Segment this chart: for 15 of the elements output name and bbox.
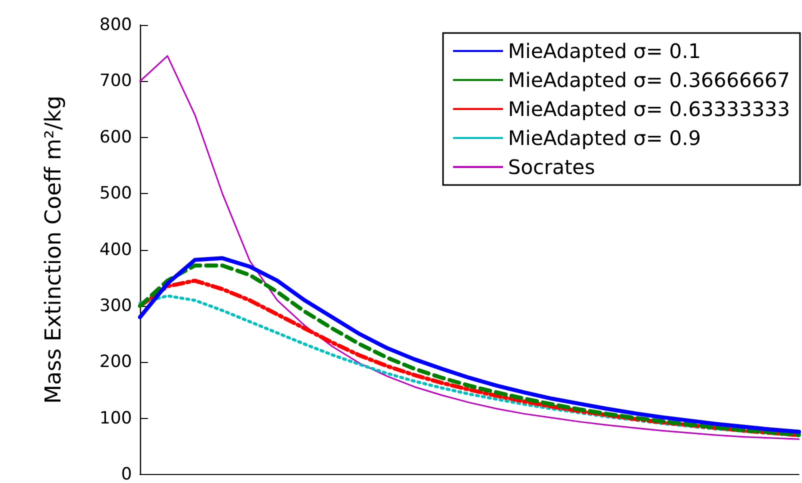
legend-label: MieAdapted σ= 0.9 [508,126,701,150]
y-tick-label: 700 [100,71,132,92]
y-tick-label: 200 [100,352,132,372]
legend-label: MieAdapted σ= 0.1 [508,39,701,63]
y-tick-label: 600 [100,127,132,148]
y-tick-label: 100 [100,408,132,428]
legend-label: Socrates [508,155,596,179]
y-axis-title: Mass Extinction Coeff m²/kg [42,96,66,404]
legend-label: MieAdapted σ= 0.63333333 [508,97,790,121]
y-tick-label: 300 [100,296,132,316]
y-tick-label: 400 [100,240,132,260]
y-tick-label: 500 [100,184,132,204]
y-tick-label: 0 [121,464,132,483]
y-tick-label: 800 [100,15,132,35]
legend-label: MieAdapted σ= 0.36666667 [508,68,790,92]
